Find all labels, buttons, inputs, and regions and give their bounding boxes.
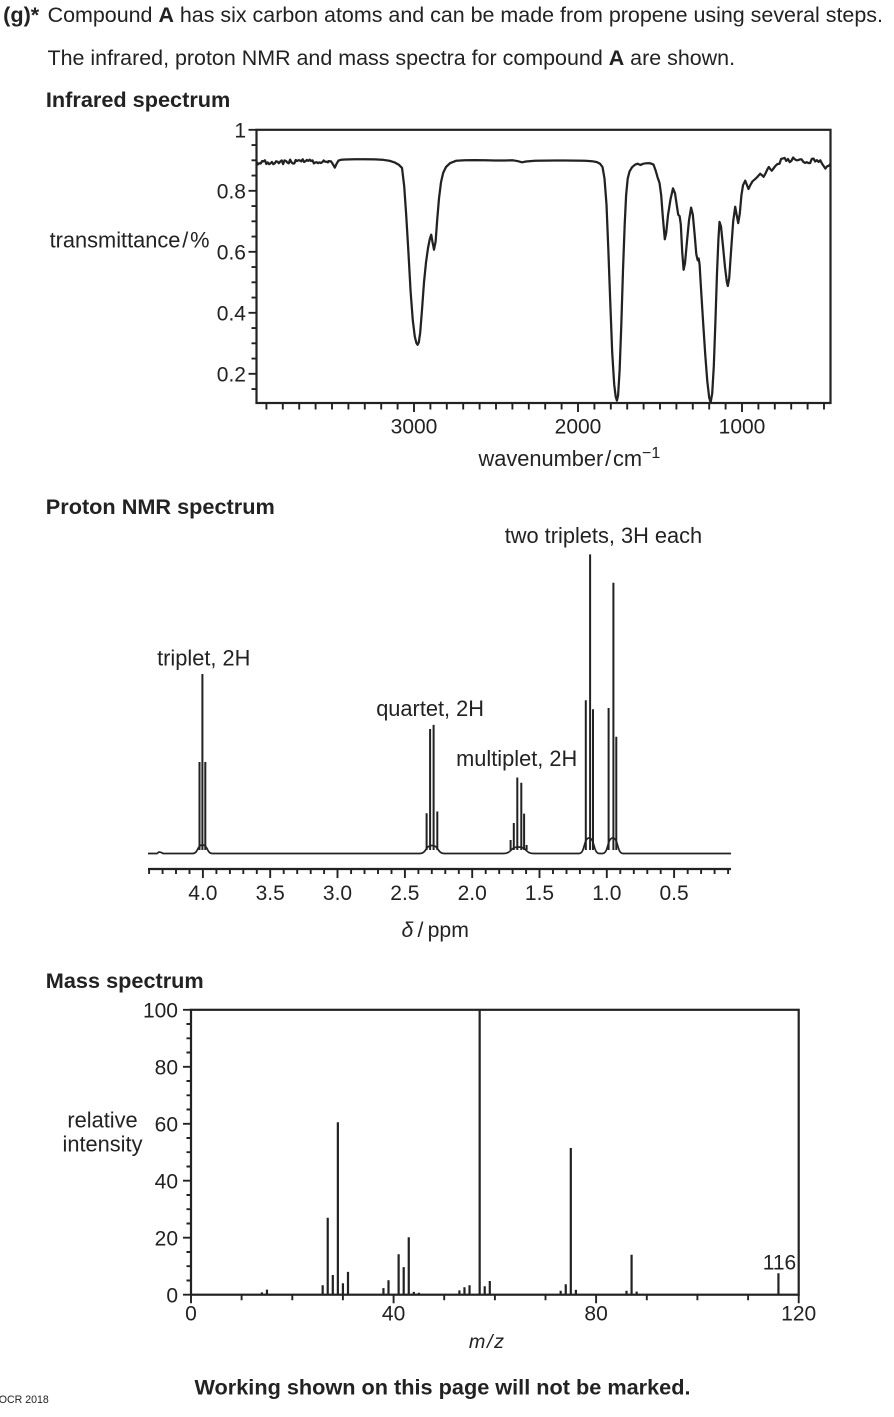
svg-text:60: 60 bbox=[155, 1114, 178, 1137]
svg-text:δ / ppm: δ / ppm bbox=[402, 919, 469, 942]
svg-text:0.4: 0.4 bbox=[217, 302, 247, 325]
svg-text:4.0: 4.0 bbox=[188, 882, 217, 905]
svg-text:3000: 3000 bbox=[391, 416, 438, 439]
svg-text:1: 1 bbox=[234, 119, 246, 142]
svg-text:quartet, 2H: quartet, 2H bbox=[376, 696, 484, 721]
svg-text:two triplets, 3H each: two triplets, 3H each bbox=[505, 523, 702, 548]
svg-text:multiplet, 2H: multiplet, 2H bbox=[456, 746, 577, 771]
svg-text:120: 120 bbox=[781, 1303, 816, 1326]
svg-text:3.5: 3.5 bbox=[256, 882, 285, 905]
svg-text:1.0: 1.0 bbox=[592, 882, 621, 905]
svg-text:triplet, 2H: triplet, 2H bbox=[157, 645, 250, 670]
svg-text:© OCR 2018: © OCR 2018 bbox=[0, 1394, 49, 1406]
svg-text:Proton NMR spectrum: Proton NMR spectrum bbox=[46, 494, 275, 519]
svg-text:2.5: 2.5 bbox=[390, 882, 419, 905]
svg-text:transmittance / %: transmittance / % bbox=[50, 227, 210, 252]
svg-text:80: 80 bbox=[584, 1303, 607, 1326]
svg-text:intensity: intensity bbox=[63, 1131, 143, 1156]
svg-text:relative: relative bbox=[67, 1107, 137, 1132]
svg-text:m / z: m / z bbox=[469, 1331, 504, 1353]
svg-text:1000: 1000 bbox=[719, 416, 766, 439]
svg-text:Working shown on this page wil: Working shown on this page will not be m… bbox=[194, 1375, 690, 1400]
svg-text:80: 80 bbox=[155, 1057, 178, 1080]
svg-text:40: 40 bbox=[382, 1303, 405, 1326]
svg-text:wavenumber / cm−1: wavenumber / cm−1 bbox=[478, 445, 661, 471]
svg-text:20: 20 bbox=[155, 1227, 178, 1250]
svg-text:(g)*: (g)* bbox=[3, 2, 40, 27]
svg-text:The infrared, proton NMR and m: The infrared, proton NMR and mass spectr… bbox=[48, 46, 736, 70]
svg-text:1.5: 1.5 bbox=[525, 882, 554, 905]
svg-text:Mass spectrum: Mass spectrum bbox=[46, 968, 204, 993]
svg-text:100: 100 bbox=[143, 1000, 178, 1023]
svg-text:Infrared spectrum: Infrared spectrum bbox=[46, 87, 230, 112]
svg-text:0.2: 0.2 bbox=[217, 363, 246, 386]
svg-text:0: 0 bbox=[166, 1284, 178, 1307]
svg-text:Compound A has six carbon atom: Compound A has six carbon atoms and can … bbox=[48, 3, 883, 27]
svg-text:2.0: 2.0 bbox=[458, 882, 487, 905]
svg-text:3.0: 3.0 bbox=[323, 882, 352, 905]
svg-text:116: 116 bbox=[763, 1252, 796, 1275]
svg-text:0.6: 0.6 bbox=[217, 241, 246, 264]
svg-text:0.5: 0.5 bbox=[659, 882, 688, 905]
svg-text:0.8: 0.8 bbox=[217, 180, 246, 203]
svg-text:2000: 2000 bbox=[555, 416, 602, 439]
svg-text:0: 0 bbox=[185, 1303, 197, 1326]
svg-text:40: 40 bbox=[155, 1170, 178, 1193]
